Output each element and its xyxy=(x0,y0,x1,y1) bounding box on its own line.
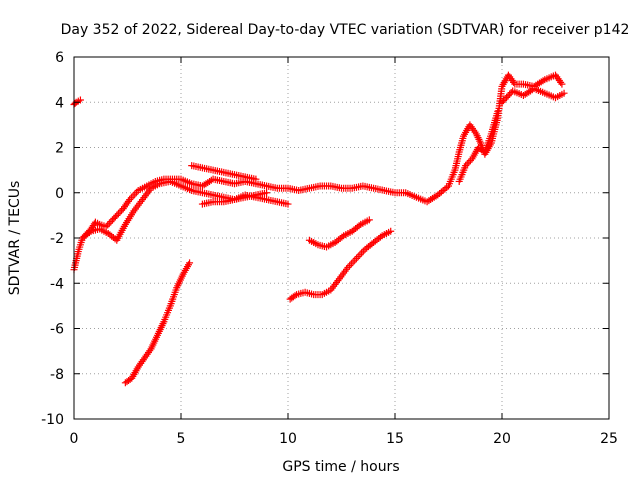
data-point xyxy=(263,189,271,197)
series-lower-left xyxy=(121,259,194,387)
data-point xyxy=(107,218,115,226)
data-point xyxy=(506,90,514,98)
data-point xyxy=(352,254,360,262)
y-tick-label: 0 xyxy=(55,186,64,202)
x-tick-label: 5 xyxy=(177,431,186,447)
data-point xyxy=(131,190,139,198)
axis-ticks: 0 5 10 15 20 25 -10 -8 -6 -4 -2 0 2 4 6 xyxy=(41,50,618,447)
data-point xyxy=(85,229,93,237)
data-point xyxy=(560,89,568,97)
series-band-6 xyxy=(498,85,568,106)
y-tick-label: 2 xyxy=(55,141,64,157)
data-point xyxy=(462,162,470,170)
data-point xyxy=(114,210,122,218)
data-point xyxy=(186,259,194,267)
series-band-5 xyxy=(455,107,502,185)
series-middle-low xyxy=(286,227,395,303)
series-middle-up xyxy=(305,216,373,251)
data-point xyxy=(358,249,366,257)
y-tick-label: 6 xyxy=(55,50,64,66)
data-point xyxy=(503,93,511,101)
grid-lines xyxy=(74,57,609,419)
y-tick-label: -10 xyxy=(41,412,64,428)
data-point xyxy=(501,95,509,103)
x-tick-label: 25 xyxy=(600,431,618,447)
data-marks xyxy=(70,71,568,387)
data-point xyxy=(349,258,357,266)
chart-title: Day 352 of 2022, Sidereal Day-to-day VTE… xyxy=(61,22,630,38)
data-point xyxy=(365,216,373,224)
data-point xyxy=(118,206,126,214)
data-point xyxy=(111,213,119,221)
series-band-4 xyxy=(198,189,271,208)
data-point xyxy=(498,98,506,106)
data-point xyxy=(463,160,471,168)
data-point xyxy=(494,107,502,115)
data-point xyxy=(356,251,364,259)
y-axis-label: SDTVAR / TECUs xyxy=(7,181,23,296)
data-point xyxy=(113,211,121,219)
y-tick-label: -2 xyxy=(50,231,64,247)
data-point xyxy=(104,221,112,229)
y-tick-label: -8 xyxy=(50,367,64,383)
data-point xyxy=(105,219,113,227)
y-tick-label: 4 xyxy=(55,95,64,111)
data-point xyxy=(284,200,292,208)
data-point xyxy=(129,192,137,200)
data-point xyxy=(76,96,84,104)
data-point xyxy=(354,253,362,261)
data-point xyxy=(376,233,384,241)
data-point xyxy=(338,233,346,241)
y-tick-label: -6 xyxy=(50,322,64,338)
data-point xyxy=(346,262,354,270)
data-point xyxy=(504,92,512,100)
data-point xyxy=(116,208,124,216)
data-point xyxy=(500,97,508,105)
data-point xyxy=(558,80,566,88)
x-tick-label: 0 xyxy=(70,431,79,447)
x-axis-label: GPS time / hours xyxy=(282,459,399,475)
data-point xyxy=(465,158,473,166)
data-point xyxy=(359,247,367,255)
data-point xyxy=(347,260,355,268)
data-point xyxy=(387,227,395,235)
data-point xyxy=(252,175,260,183)
x-tick-label: 15 xyxy=(386,431,404,447)
x-tick-label: 10 xyxy=(279,431,297,447)
y-tick-label: -4 xyxy=(50,276,64,292)
x-tick-label: 20 xyxy=(493,431,511,447)
data-point xyxy=(351,256,359,264)
series-band-3 xyxy=(188,162,260,183)
data-point xyxy=(291,292,299,300)
data-point xyxy=(355,222,363,230)
data-point xyxy=(466,157,474,165)
